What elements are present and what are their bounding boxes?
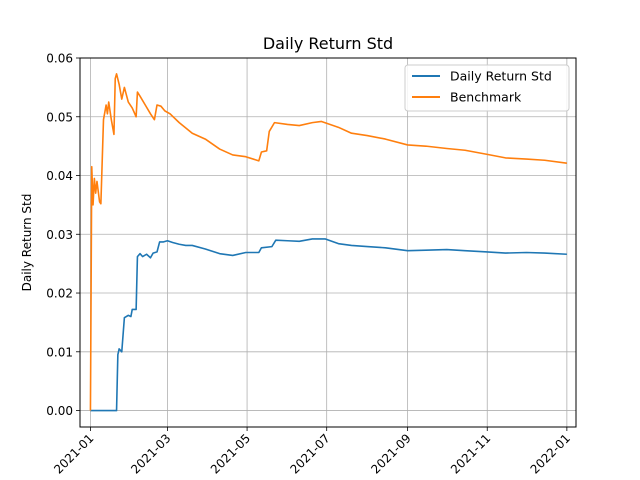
y-tick-label: 0.02 — [46, 287, 73, 301]
legend-box — [404, 64, 570, 112]
series-line-benchmark — [89, 73, 567, 411]
y-tick-label: 0.01 — [46, 345, 73, 359]
plot-frame — [79, 57, 577, 428]
legend-label-benchmark: Benchmark — [450, 90, 522, 105]
y-tick-label: 0.04 — [46, 169, 73, 183]
y-tick-label: 0.03 — [46, 228, 73, 242]
series-group — [89, 73, 567, 412]
series-line-daily-return-std — [90, 238, 567, 412]
legend: Daily Return Std Benchmark — [404, 64, 570, 112]
y-tick-label: 0.06 — [46, 52, 73, 66]
legend-label-daily-return-std: Daily Return Std — [450, 69, 552, 84]
y-tick-label: 0.00 — [46, 404, 73, 418]
chart-title: Daily Return Std — [263, 34, 393, 53]
y-tick-label: 0.05 — [46, 110, 73, 124]
y-axis-label: Daily Return Std — [20, 194, 34, 292]
